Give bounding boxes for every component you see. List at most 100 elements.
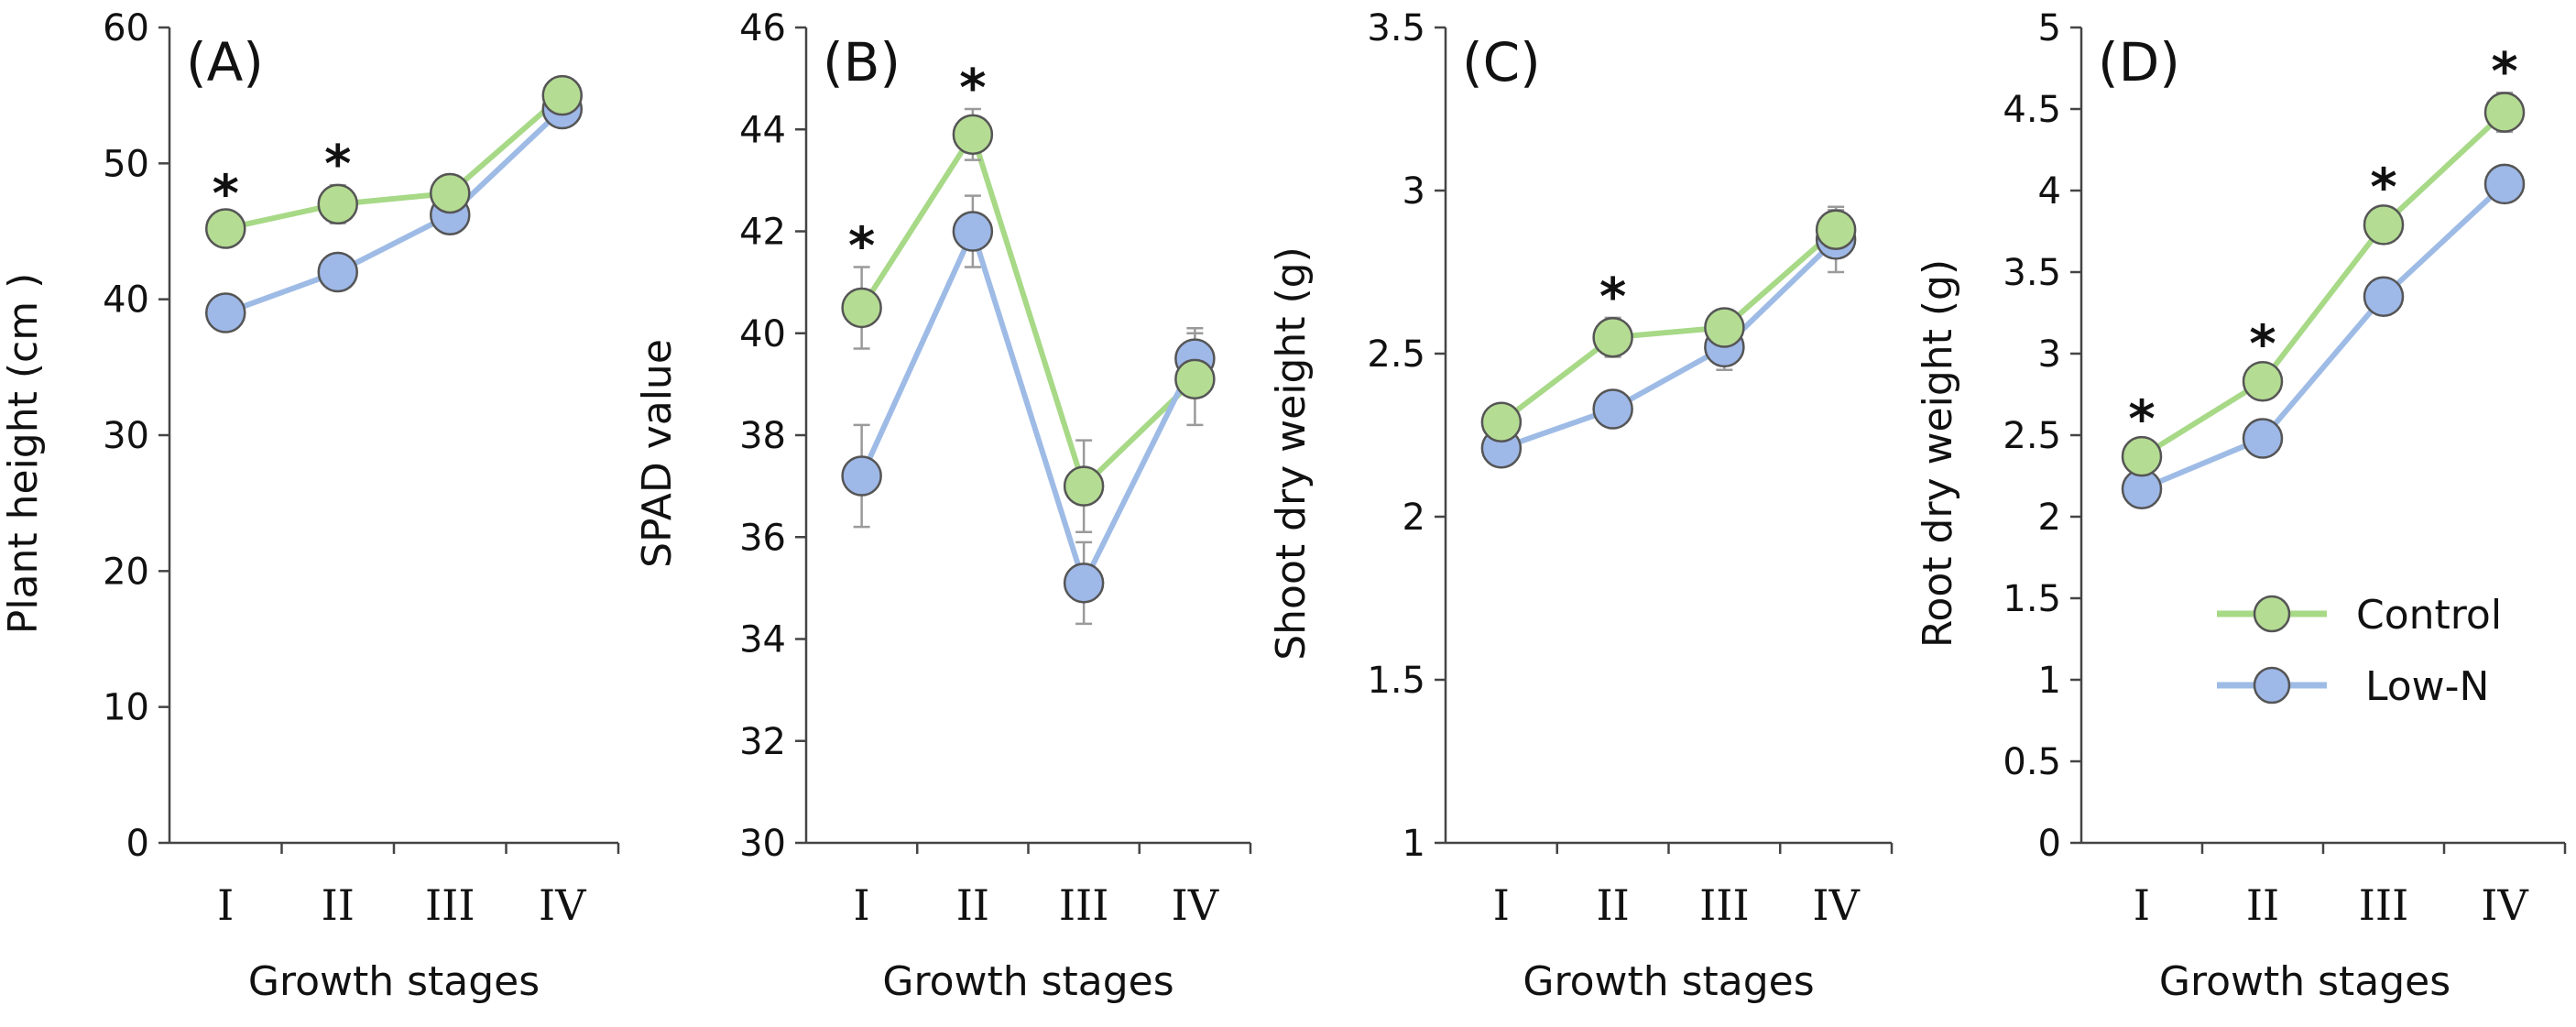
series-line-low-n bbox=[224, 106, 564, 316]
y-axis-title: SPAD value bbox=[634, 339, 681, 568]
data-point-control bbox=[1174, 358, 1216, 400]
significance-star: * bbox=[2370, 158, 2396, 218]
data-point-low-n bbox=[205, 292, 246, 333]
data-point-control bbox=[205, 208, 246, 249]
y-tick-label: 34 bbox=[739, 619, 786, 661]
series-line-low-n bbox=[2140, 181, 2507, 492]
data-point-control bbox=[841, 287, 882, 329]
legend-lown-marker bbox=[2253, 666, 2291, 705]
significance-star: * bbox=[2491, 42, 2517, 102]
y-tick-label: 5 bbox=[2038, 7, 2061, 49]
data-point-control bbox=[541, 74, 583, 116]
significance-star: * bbox=[324, 135, 351, 194]
x-category-label: IV bbox=[1172, 880, 1219, 930]
y-tick-label: 2.5 bbox=[1367, 333, 1425, 376]
y-tick-label: 1.5 bbox=[1367, 660, 1425, 702]
series-line-control bbox=[224, 93, 564, 232]
significance-star: * bbox=[2128, 389, 2155, 449]
y-tick-label: 42 bbox=[739, 212, 786, 254]
y-tick-label: 4 bbox=[2038, 170, 2061, 213]
legend-control-marker bbox=[2253, 595, 2291, 633]
data-point-low-n bbox=[1592, 388, 1633, 430]
x-category-label: II bbox=[1596, 880, 1629, 930]
y-axis-title: Root dry weight (g) bbox=[1915, 259, 1961, 648]
y-tick-label: 38 bbox=[739, 415, 786, 457]
y-tick-label: 40 bbox=[739, 313, 786, 355]
data-point-low-n bbox=[1063, 563, 1105, 604]
series-line-control bbox=[859, 131, 1197, 489]
y-tick-label: 30 bbox=[103, 415, 149, 457]
y-tick-label: 1 bbox=[2038, 660, 2061, 702]
series-line-low-n bbox=[858, 228, 1198, 586]
data-point-control bbox=[1480, 401, 1523, 443]
y-tick-label: 0.5 bbox=[2003, 741, 2061, 783]
data-point-low-n bbox=[841, 455, 882, 497]
x-axis-title: Growth stages bbox=[2159, 958, 2450, 1005]
x-category-label: I bbox=[217, 880, 234, 930]
x-category-label: II bbox=[2246, 880, 2279, 930]
panel-label: (A) bbox=[186, 31, 264, 93]
y-tick-label: 20 bbox=[103, 551, 149, 593]
data-point-control bbox=[2483, 92, 2526, 133]
legend-lown-label: Low-N bbox=[2365, 663, 2489, 710]
x-category-label: I bbox=[2134, 880, 2150, 930]
y-tick-label: 44 bbox=[739, 109, 786, 151]
x-category-label: IV bbox=[1812, 880, 1860, 930]
y-tick-label: 0 bbox=[2038, 823, 2061, 865]
panel-label: (C) bbox=[1462, 31, 1541, 93]
significance-star: * bbox=[848, 216, 875, 276]
y-tick-label: 4.5 bbox=[2003, 89, 2061, 131]
data-point-control bbox=[952, 114, 994, 156]
x-category-label: III bbox=[1059, 880, 1109, 930]
data-point-low-n bbox=[952, 211, 994, 252]
significance-star: * bbox=[1599, 268, 1626, 327]
y-tick-label: 40 bbox=[103, 279, 149, 322]
x-category-label: II bbox=[322, 880, 355, 930]
y-tick-label: 30 bbox=[739, 823, 786, 865]
x-category-label: IV bbox=[2481, 880, 2528, 930]
y-tick-label: 2 bbox=[2038, 497, 2061, 539]
y-axis-title: Plant height (cm ) bbox=[0, 273, 47, 634]
y-tick-label: 36 bbox=[739, 517, 786, 559]
x-axis-title: Growth stages bbox=[1523, 958, 1814, 1005]
data-point-control bbox=[1815, 209, 1857, 250]
y-tick-label: 46 bbox=[739, 7, 786, 49]
legend: Control Low-N bbox=[2217, 592, 2502, 710]
data-point-control bbox=[1704, 307, 1745, 348]
data-point-control bbox=[2363, 204, 2405, 246]
data-point-low-n bbox=[2363, 276, 2405, 317]
y-tick-label: 60 bbox=[103, 7, 149, 49]
y-tick-label: 3.5 bbox=[1367, 7, 1425, 49]
series-line-low-n bbox=[1500, 237, 1839, 452]
data-point-control bbox=[317, 183, 358, 225]
data-point-low-n bbox=[2483, 163, 2526, 205]
panel-label: (D) bbox=[2098, 31, 2180, 93]
data-point-low-n bbox=[317, 251, 358, 293]
x-category-label: III bbox=[425, 880, 475, 930]
y-tick-label: 2.5 bbox=[2003, 415, 2061, 457]
y-tick-label: 0 bbox=[126, 823, 149, 865]
y-tick-label: 50 bbox=[103, 143, 149, 185]
x-axis-title: Growth stages bbox=[248, 958, 540, 1005]
significance-star: * bbox=[2249, 314, 2276, 374]
y-tick-label: 1.5 bbox=[2003, 578, 2061, 620]
series-line-control bbox=[2140, 110, 2507, 459]
data-point-control bbox=[430, 172, 471, 214]
y-tick-label: 10 bbox=[103, 687, 149, 729]
significance-star: * bbox=[213, 165, 239, 224]
x-category-label: I bbox=[854, 880, 870, 930]
x-category-label: IV bbox=[539, 880, 586, 930]
y-tick-label: 2 bbox=[1403, 497, 1425, 539]
y-tick-label: 1 bbox=[1403, 823, 1425, 865]
panel-label: (B) bbox=[823, 31, 901, 93]
y-tick-label: 3 bbox=[1403, 170, 1425, 213]
x-axis-title: Growth stages bbox=[882, 958, 1173, 1005]
data-point-low-n bbox=[2242, 418, 2284, 459]
y-tick-label: 32 bbox=[739, 721, 786, 763]
data-point-control bbox=[2121, 435, 2163, 477]
